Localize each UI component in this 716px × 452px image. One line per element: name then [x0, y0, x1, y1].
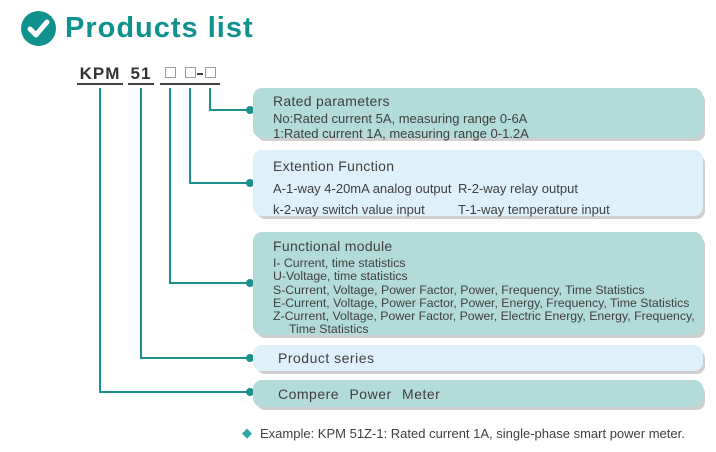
callout-line: Time Statistics	[289, 322, 369, 337]
callout-line: T-1-way temperature input	[458, 202, 610, 217]
model-placeholder-functional-module	[160, 63, 180, 85]
callout-line: U-Voltage, time statistics	[273, 269, 408, 284]
model-placeholder-rated-parameters	[200, 63, 220, 85]
connector-product-series	[140, 357, 250, 359]
connector-functional-module	[169, 88, 171, 284]
connector-functional-module	[169, 282, 250, 284]
callout-line: Z-Current, Voltage, Power Factor, Power,…	[273, 309, 695, 324]
callout-extension-function: Extention Function A-1-way 4-20mA analog…	[253, 150, 703, 217]
callout-title: Product series	[278, 350, 375, 366]
model-series-code: 51	[128, 63, 154, 85]
connector-product-series	[140, 88, 142, 359]
connector-rated-parameters	[209, 88, 211, 111]
callout-line: S-Current, Voltage, Power Factor, Power,…	[273, 282, 645, 297]
callout-title: Compere Power Meter	[278, 385, 441, 402]
page-title: Products list	[65, 12, 254, 44]
connector-extension-function	[189, 182, 250, 184]
callout-line: R-2-way relay output	[458, 181, 578, 196]
example-text: Example: KPM 51Z-1: Rated current 1A, si…	[260, 425, 685, 441]
connector-brand	[99, 88, 101, 393]
callout-line: I- Current, time statistics	[273, 256, 406, 270]
example-row: ◆ Example: KPM 51Z-1: Rated current 1A, …	[242, 425, 685, 441]
connector-extension-function	[189, 88, 191, 184]
callout-line: E-Current, Voltage, Power Factor, Power,…	[273, 295, 690, 310]
model-placeholder-extension-function	[180, 63, 200, 85]
check-icon	[21, 11, 56, 46]
model-dash	[197, 73, 203, 75]
callout-title: Functional module	[273, 238, 393, 254]
callout-line: No:Rated current 5A, measuring range 0-6…	[273, 111, 528, 126]
placeholder-box-icon	[164, 67, 176, 78]
callout-line: A-1-way 4-20mA analog output	[273, 181, 452, 196]
connector-dot	[246, 388, 254, 396]
extension-right-column: R-2-way relay output T-1-way temperature…	[458, 178, 610, 220]
placeholder-box-icon	[184, 67, 196, 78]
callout-title: Rated parameters	[273, 93, 390, 109]
connector-dot	[246, 179, 254, 187]
callout-rated-parameters: Rated parameters No:Rated current 5A, me…	[253, 88, 703, 141]
diamond-bullet-icon: ◆	[242, 425, 252, 440]
connector-brand	[99, 391, 250, 393]
connector-rated-parameters	[209, 109, 250, 111]
callout-functional-module: Functional module I- Current, time stati…	[253, 232, 703, 337]
connector-dot	[246, 106, 254, 114]
model-brand-code: KPM	[77, 63, 123, 85]
connector-dot	[246, 354, 254, 362]
callout-brand: Compere Power Meter	[253, 380, 703, 407]
callout-product-series: Product series	[253, 345, 703, 371]
extension-left-column: A-1-way 4-20mA analog output k-2-way swi…	[273, 178, 452, 220]
callout-title: Extention Function	[273, 158, 395, 174]
callout-line: 1:Rated current 1A, measuring range 0-1.…	[273, 126, 529, 141]
callout-line: k-2-way switch value input	[273, 202, 425, 217]
connector-dot	[246, 279, 254, 287]
placeholder-box-icon	[204, 67, 216, 78]
